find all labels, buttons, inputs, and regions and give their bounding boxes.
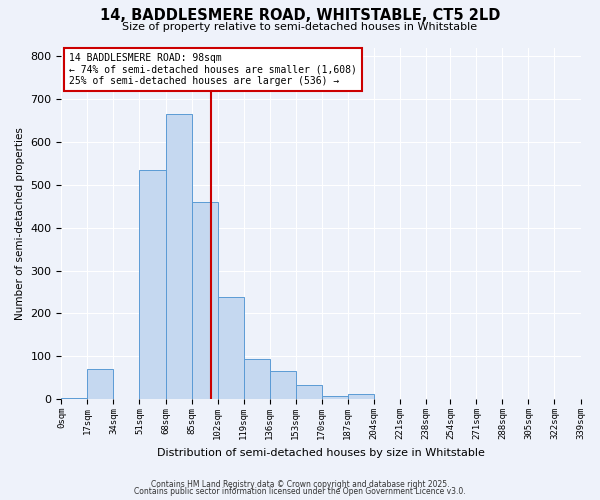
- Text: Contains public sector information licensed under the Open Government Licence v3: Contains public sector information licen…: [134, 488, 466, 496]
- Bar: [322, 396, 348, 400]
- Text: Contains HM Land Registry data © Crown copyright and database right 2025.: Contains HM Land Registry data © Crown c…: [151, 480, 449, 489]
- Bar: [191, 202, 218, 400]
- Y-axis label: Number of semi-detached properties: Number of semi-detached properties: [15, 127, 25, 320]
- Text: Size of property relative to semi-detached houses in Whitstable: Size of property relative to semi-detach…: [122, 22, 478, 32]
- Bar: [296, 384, 322, 400]
- Bar: [348, 394, 374, 400]
- Bar: [61, 398, 88, 400]
- Bar: [139, 170, 166, 400]
- Bar: [166, 114, 191, 400]
- Bar: [244, 358, 269, 400]
- Bar: [88, 369, 113, 400]
- Text: 14 BADDLESMERE ROAD: 98sqm
← 74% of semi-detached houses are smaller (1,608)
25%: 14 BADDLESMERE ROAD: 98sqm ← 74% of semi…: [69, 53, 357, 86]
- Bar: [269, 372, 296, 400]
- Text: 14, BADDLESMERE ROAD, WHITSTABLE, CT5 2LD: 14, BADDLESMERE ROAD, WHITSTABLE, CT5 2L…: [100, 8, 500, 22]
- X-axis label: Distribution of semi-detached houses by size in Whitstable: Distribution of semi-detached houses by …: [157, 448, 485, 458]
- Bar: [218, 297, 244, 400]
